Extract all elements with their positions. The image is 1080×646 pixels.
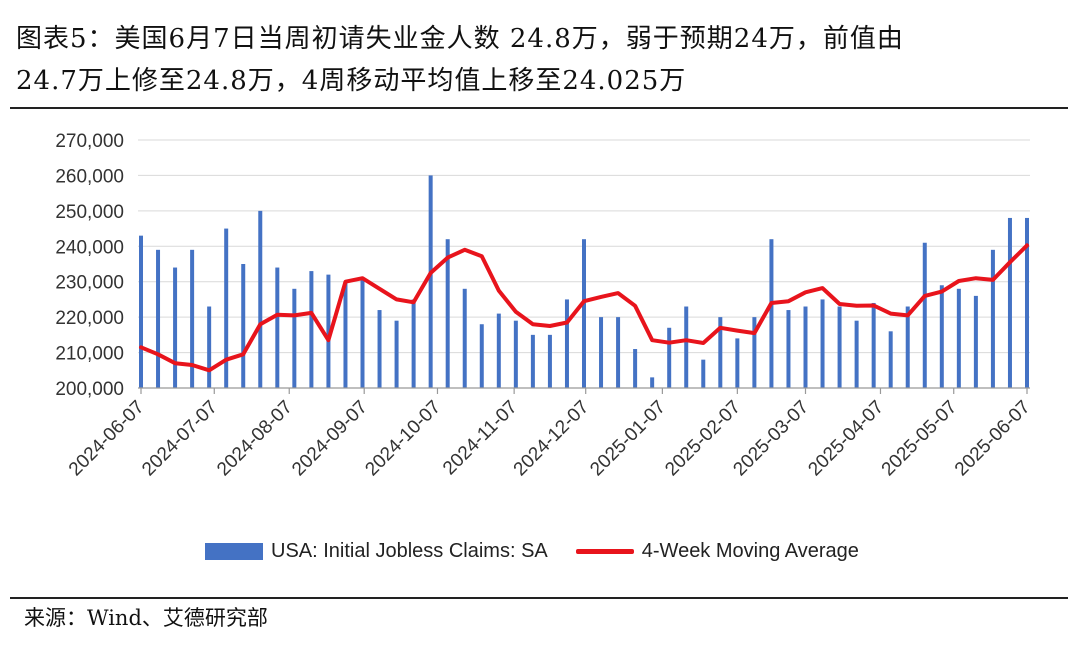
- x-tick-label: 2024-12-07: [510, 397, 594, 481]
- claims-bar: [377, 310, 382, 388]
- claims-bar: [258, 210, 263, 388]
- claims-bar: [888, 331, 893, 388]
- claims-bar: [1025, 217, 1029, 388]
- chart-title-line-2: 24.7万上修至24.8万，4周移动平均值上移至24.025万: [16, 66, 687, 96]
- claims-bar: [667, 327, 672, 388]
- claims-bar: [616, 317, 621, 388]
- claims-bar: [411, 299, 416, 388]
- claims-bar: [735, 338, 740, 388]
- claims-bar: [564, 299, 569, 388]
- legend-swatch-bar: [205, 543, 263, 560]
- claims-bar: [462, 288, 467, 388]
- y-tick-label: 270,000: [55, 131, 124, 152]
- claims-bar: [956, 288, 961, 388]
- footer-divider: [10, 597, 1068, 599]
- claims-bar: [394, 320, 399, 388]
- chart-title-line-1: 图表5：美国6月7日当周初请失业金人数 24.8万，弱于预期24万，前值由: [16, 24, 904, 54]
- claims-bar: [445, 239, 450, 388]
- claims-bar: [582, 239, 586, 388]
- y-tick-label: 220,000: [55, 308, 124, 329]
- legend-swatch-line: [575, 549, 634, 554]
- x-tick-label: 2025-05-07: [878, 397, 962, 481]
- x-tick-label: 2024-08-07: [213, 397, 297, 481]
- claims-bar: [633, 349, 638, 388]
- legend-label-line: 4-Week Moving Average: [641, 540, 859, 562]
- claims-bar: [769, 239, 774, 388]
- x-tick-label: 2024-10-07: [361, 397, 445, 481]
- claims-bar: [173, 267, 178, 388]
- moving-average-series: [139, 243, 1029, 373]
- claims-bar: [1007, 217, 1012, 388]
- y-tick-label: 250,000: [55, 202, 124, 223]
- claims-bar: [837, 306, 842, 388]
- claims-bar: [309, 271, 314, 388]
- jobless-claims-chart: 200,000 210,000 220,000 230,000 240,000 250,0…: [55, 131, 1035, 481]
- claims-bar: [854, 320, 859, 388]
- claims-bar: [156, 249, 161, 388]
- x-tick-label: 2024-06-07: [65, 397, 149, 481]
- claims-bar: [479, 324, 484, 388]
- y-axis-ticks: 200,000 210,000 220,000 230,000 240,000 250,0…: [55, 131, 124, 400]
- claims-bar: [701, 359, 706, 388]
- claims-bar: [684, 306, 689, 388]
- claims-bar: [139, 235, 143, 388]
- claims-bar: [990, 249, 995, 388]
- x-tick-label: 2025-01-07: [586, 397, 670, 481]
- x-tick-label: 2024-07-07: [138, 397, 222, 481]
- claims-bar: [190, 249, 195, 388]
- y-tick-label: 200,000: [55, 379, 124, 400]
- claims-bar: [207, 306, 212, 388]
- claims-bar: [939, 285, 944, 388]
- y-tick-label: 210,000: [55, 344, 124, 365]
- y-tick-label: 230,000: [55, 273, 124, 294]
- x-tick-label: 2025-04-07: [804, 397, 888, 481]
- claims-bar: [922, 242, 927, 388]
- x-axis: 2024-06-072024-07-072024-08-072024-09-07…: [65, 387, 1035, 481]
- claims-bar: [752, 317, 757, 388]
- x-tick-label: 2024-09-07: [288, 397, 372, 481]
- claims-bar: [326, 274, 331, 388]
- claims-bar: [224, 228, 229, 388]
- claims-bar: [292, 288, 297, 388]
- claims-bar: [820, 299, 825, 388]
- claims-bar: [275, 267, 280, 388]
- claims-bar: [343, 281, 348, 388]
- claims-bar: [496, 313, 501, 388]
- chart-title: 图表5：美国6月7日当周初请失业金人数 24.8万，弱于预期24万，前值由 24…: [16, 18, 1066, 102]
- claims-bar: [530, 334, 535, 388]
- claims-bar: [786, 310, 791, 388]
- claims-bars: [139, 175, 1029, 388]
- x-tick-label: 2024-11-07: [439, 397, 522, 480]
- claims-bar: [513, 320, 518, 388]
- claims-bar: [905, 306, 910, 388]
- y-tick-label: 260,000: [55, 166, 124, 187]
- claims-bar: [428, 175, 433, 388]
- claims-bar: [360, 278, 365, 388]
- claims-bar: [871, 302, 876, 388]
- legend-label-bar: USA: Initial Jobless Claims: SA: [271, 540, 548, 562]
- chart-legend: USA: Initial Jobless Claims: SA 4-Week M…: [205, 540, 859, 563]
- claims-bar: [803, 306, 808, 388]
- x-tick-label: 2025-06-07: [951, 397, 1035, 481]
- claims-bar: [241, 264, 246, 388]
- claims-bar: [599, 317, 604, 388]
- title-divider: [10, 107, 1068, 109]
- claims-bar: [973, 295, 978, 388]
- source-note: 来源：Wind、艾德研究部: [24, 606, 268, 630]
- claims-bar: [650, 377, 655, 388]
- y-tick-label: 240,000: [55, 237, 124, 258]
- claims-bar: [718, 317, 723, 388]
- moving-average-line: [139, 243, 1029, 373]
- claims-bar: [547, 334, 552, 388]
